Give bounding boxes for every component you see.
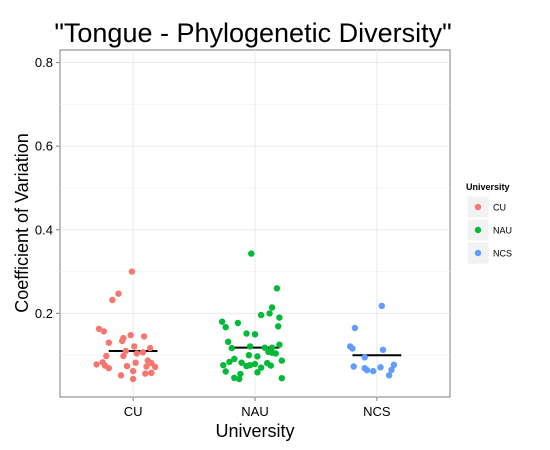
data-point-nau [226, 358, 233, 366]
data-point-nau [251, 331, 259, 338]
data-point-ncs [349, 345, 356, 352]
y-axis-ticks: 0.2 0.4 0.6 0.8 [35, 55, 60, 321]
legend-label-nau: NAU [493, 226, 512, 236]
x-axis-title: University [215, 421, 294, 441]
data-point-nau [238, 359, 245, 366]
data-point-nau [261, 344, 268, 351]
data-point-cu [115, 290, 122, 297]
data-point-ncs [388, 366, 395, 373]
data-points [93, 250, 398, 383]
data-point-ncs [351, 324, 359, 332]
x-tick-label: NAU [241, 404, 268, 419]
data-point-nau [257, 311, 265, 319]
data-point-cu [93, 361, 100, 368]
legend-swatch-nau [474, 226, 482, 234]
data-point-nau [220, 362, 227, 369]
data-point-ncs [377, 364, 384, 371]
data-point-cu [109, 296, 116, 304]
x-tick-label: CU [124, 404, 143, 419]
data-point-nau [272, 350, 279, 357]
y-tick-label: 0.2 [35, 306, 53, 321]
data-point-nau [278, 375, 285, 382]
data-point-nau [246, 343, 254, 350]
y-tick-label: 0.6 [35, 139, 53, 154]
data-point-cu [140, 333, 148, 340]
data-point-nau [257, 364, 265, 371]
data-point-nau [222, 324, 229, 331]
data-point-ncs [370, 367, 377, 375]
data-point-nau [268, 344, 276, 351]
data-point-nau [222, 368, 229, 375]
data-point-nau [276, 314, 283, 321]
data-point-cu [119, 337, 126, 345]
x-tick-label: NCS [363, 404, 391, 419]
data-point-ncs [379, 346, 387, 353]
data-point-ncs [350, 363, 357, 370]
data-point-cu [105, 339, 113, 346]
data-point-cu [129, 375, 137, 383]
data-point-cu [117, 372, 125, 379]
data-point-nau [218, 318, 226, 325]
data-point-nau [236, 375, 243, 383]
data-point-nau [248, 250, 255, 257]
data-point-cu [120, 352, 127, 360]
data-point-nau [254, 369, 261, 376]
legend-swatch-cu [474, 203, 482, 211]
data-point-nau [268, 304, 276, 311]
data-point-nau [234, 319, 242, 327]
data-point-nau [243, 362, 250, 370]
data-point-cu [147, 344, 154, 352]
data-point-cu [151, 363, 159, 371]
data-point-nau [266, 310, 273, 317]
data-point-nau [273, 285, 281, 292]
data-point-ncs [390, 361, 398, 368]
data-point-ncs [385, 372, 393, 379]
y-tick-label: 0.8 [35, 55, 53, 70]
legend-title: University [466, 182, 510, 192]
data-point-nau [243, 330, 250, 337]
data-point-cu [133, 350, 140, 357]
data-point-nau [254, 353, 261, 360]
y-tick-label: 0.4 [35, 222, 53, 237]
data-point-ncs [361, 354, 368, 361]
data-point-nau [275, 323, 282, 330]
data-point-nau [231, 374, 238, 381]
data-point-cu [128, 268, 136, 275]
data-point-nau [225, 338, 232, 345]
data-point-ncs [363, 367, 371, 374]
data-point-cu [127, 331, 134, 339]
data-point-nau [237, 370, 244, 378]
data-point-cu [131, 343, 138, 350]
data-point-cu [142, 370, 149, 377]
data-point-cu [100, 328, 108, 335]
legend-swatch-ncs [474, 249, 482, 257]
data-point-nau [267, 362, 274, 369]
data-point-nau [231, 355, 238, 363]
legend-label-ncs: NCS [493, 249, 512, 259]
data-point-cu [132, 359, 139, 366]
data-point-nau [228, 344, 235, 352]
data-point-nau [245, 352, 253, 359]
data-point-nau [278, 357, 285, 364]
data-point-nau [251, 360, 259, 368]
data-point-cu [105, 365, 113, 372]
data-point-cu [95, 325, 103, 333]
y-axis-title: Coefficient of Variation [12, 133, 32, 312]
x-axis-ticks: CU NAU NCS [124, 397, 391, 419]
data-point-cu [139, 349, 147, 356]
data-point-cu [103, 352, 110, 360]
chart-title: "Tongue - Phylogenetic Diversity" [54, 18, 451, 48]
legend-label-cu: CU [493, 203, 506, 213]
data-point-cu [122, 347, 129, 355]
data-point-cu [148, 369, 155, 376]
data-point-ncs [378, 302, 385, 310]
data-point-cu [123, 362, 131, 370]
data-point-cu [143, 363, 150, 370]
data-point-nau [276, 341, 283, 348]
legend: University CU NAU NCS [466, 182, 512, 265]
data-point-cu [129, 367, 137, 375]
